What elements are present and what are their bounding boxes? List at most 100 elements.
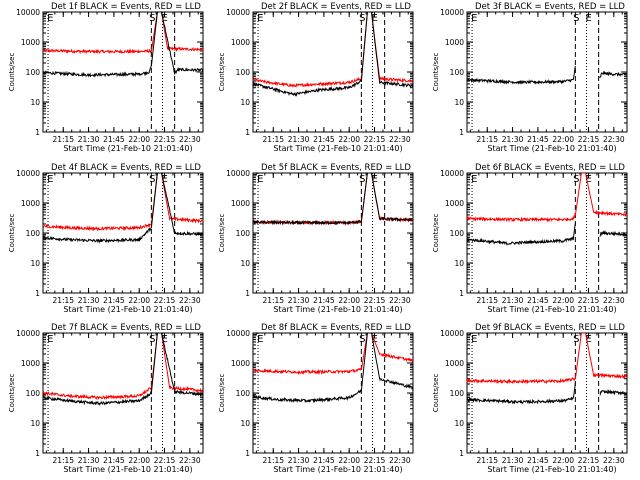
time-marker-label: E xyxy=(471,174,477,185)
time-marker-label: E xyxy=(371,334,377,345)
x-tick-label: 21:30 xyxy=(502,296,524,305)
y-tick-label: 1 xyxy=(245,449,250,458)
time-marker-label: E xyxy=(161,334,167,345)
x-tick-label: 21:15 xyxy=(52,135,74,144)
series-line-events xyxy=(43,173,203,244)
x-tick-label: 22:00 xyxy=(338,296,360,305)
chart-panel-3: Det 3f BLACK = Events, RED = LLD 1 10 100 10… xyxy=(432,2,628,153)
x-tick-label: 21:45 xyxy=(103,456,125,465)
time-marker-label: E xyxy=(257,174,263,185)
time-marker-label: E xyxy=(371,13,377,24)
series-line-events xyxy=(43,12,203,78)
time-marker-label: S xyxy=(149,174,155,185)
chart-panel-2: Det 2f BLACK = Events, RED = LLD 1 10 100 10… xyxy=(218,2,414,153)
y-tick-label: 1 xyxy=(245,289,250,298)
series-line-events xyxy=(467,222,576,247)
y-tick-label: 10000 xyxy=(440,329,464,338)
y-tick-label: 1000 xyxy=(231,38,250,47)
series-line-events xyxy=(467,65,576,85)
x-tick-label: 21:15 xyxy=(476,296,498,305)
y-tick-label: 1000 xyxy=(231,199,250,208)
time-marker-label: E xyxy=(585,334,591,345)
y-tick-label: 100 xyxy=(236,389,251,398)
chart-title: Det 4f BLACK = Events, RED = LLD xyxy=(51,163,201,173)
series-line-events xyxy=(253,173,413,226)
chart-title: Det 6f BLACK = Events, RED = LLD xyxy=(475,163,625,173)
y-tick-label: 1 xyxy=(35,128,40,137)
time-marker-label: E xyxy=(585,13,591,24)
x-tick-label: 22:30 xyxy=(389,296,411,305)
x-tick-label: 21:45 xyxy=(527,456,549,465)
x-tick-label: 22:00 xyxy=(128,135,150,144)
x-tick-label: 21:15 xyxy=(262,135,284,144)
x-axis-label: Start Time (21-Feb-10 21:01:40) xyxy=(63,465,192,474)
y-tick-label: 10 xyxy=(240,259,250,268)
x-tick-label: 22:00 xyxy=(128,296,150,305)
y-axis-label: Counts/sec xyxy=(432,214,440,253)
x-tick-label: 22:15 xyxy=(154,296,176,305)
time-marker-label: S xyxy=(149,334,155,345)
chart-title: Det 9f BLACK = Events, RED = LLD xyxy=(475,323,625,333)
y-axis-label: Counts/sec xyxy=(218,53,226,92)
y-tick-label: 1 xyxy=(245,128,250,137)
x-tick-label: 22:30 xyxy=(603,135,625,144)
series-line-lld xyxy=(467,333,627,385)
chart-panel-8: Det 8f BLACK = Events, RED = LLD 1 10 100 10… xyxy=(218,323,414,474)
series-line-lld xyxy=(43,12,203,55)
series-line-events xyxy=(467,382,576,405)
chart-title: Det 3f BLACK = Events, RED = LLD xyxy=(475,2,625,12)
y-tick-label: 10000 xyxy=(226,8,250,17)
series-line-events xyxy=(599,70,627,79)
series-line-lld xyxy=(467,173,627,223)
y-tick-label: 10 xyxy=(30,259,40,268)
x-tick-label: 22:00 xyxy=(128,456,150,465)
chart-panel-7: Det 7f BLACK = Events, RED = LLD 1 10 100 10… xyxy=(8,323,204,474)
x-axis-label: Start Time (21-Feb-10 21:01:40) xyxy=(273,305,402,314)
time-marker-label: S xyxy=(359,334,365,345)
x-axis-label: Start Time (21-Feb-10 21:01:40) xyxy=(273,144,402,153)
x-axis-label: Start Time (21-Feb-10 21:01:40) xyxy=(487,144,616,153)
y-tick-label: 100 xyxy=(236,68,251,77)
x-axis-label: Start Time (21-Feb-10 21:01:40) xyxy=(273,465,402,474)
time-marker-label: E xyxy=(47,13,53,24)
y-axis-label: Counts/sec xyxy=(218,214,226,253)
x-tick-label: 22:30 xyxy=(389,456,411,465)
y-tick-label: 1 xyxy=(459,128,464,137)
y-tick-label: 100 xyxy=(26,229,41,238)
y-tick-label: 10000 xyxy=(440,169,464,178)
time-marker-label: E xyxy=(585,174,591,185)
y-tick-label: 10000 xyxy=(16,169,40,178)
x-tick-label: 22:00 xyxy=(338,456,360,465)
series-line-lld xyxy=(43,173,203,232)
x-tick-label: 21:30 xyxy=(78,296,100,305)
x-tick-label: 22:00 xyxy=(552,135,574,144)
y-tick-label: 1 xyxy=(35,449,40,458)
x-tick-label: 21:30 xyxy=(78,135,100,144)
time-marker-label: E xyxy=(471,334,477,345)
y-tick-label: 10 xyxy=(454,259,464,268)
time-marker-label: E xyxy=(257,334,263,345)
y-tick-label: 10000 xyxy=(16,8,40,17)
x-tick-label: 22:15 xyxy=(364,456,386,465)
chart-title: Det 8f BLACK = Events, RED = LLD xyxy=(261,323,411,333)
time-marker-label: S xyxy=(359,174,365,185)
chart-title: Det 1f BLACK = Events, RED = LLD xyxy=(51,2,201,12)
plot-frame xyxy=(252,172,414,294)
x-tick-label: 22:00 xyxy=(338,135,360,144)
x-tick-label: 22:15 xyxy=(578,456,600,465)
y-tick-label: 10 xyxy=(454,98,464,107)
x-axis-label: Start Time (21-Feb-10 21:01:40) xyxy=(487,465,616,474)
y-tick-label: 10000 xyxy=(440,8,464,17)
x-tick-label: 22:00 xyxy=(552,296,574,305)
x-tick-label: 21:30 xyxy=(288,296,310,305)
chart-panel-5: Det 5f BLACK = Events, RED = LLD 1 10 100 10… xyxy=(218,163,414,314)
plot-frame xyxy=(42,11,204,133)
x-tick-label: 21:15 xyxy=(262,456,284,465)
x-tick-label: 21:45 xyxy=(527,296,549,305)
time-marker-label: S xyxy=(573,334,579,345)
x-tick-label: 21:30 xyxy=(502,135,524,144)
x-tick-label: 22:15 xyxy=(364,296,386,305)
chart-panel-1: Det 1f BLACK = Events, RED = LLD 1 10 100 10… xyxy=(8,2,204,153)
y-axis-label: Counts/sec xyxy=(8,374,16,413)
